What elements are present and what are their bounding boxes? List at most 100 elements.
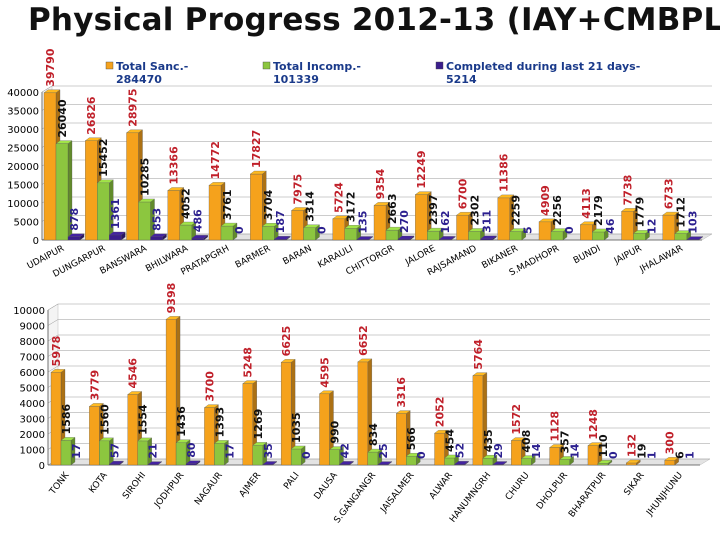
gridline-depth [47, 350, 59, 357]
category-label-s-gangangr: S.GANGANGR [333, 471, 379, 526]
data-label-total-incomp--dausa: 990 [328, 420, 341, 443]
category-label-churu: CHURU [504, 471, 532, 503]
bar-total-sanc--ajmer-top [242, 380, 258, 384]
data-label-total-incomp--pali: 1035 [290, 412, 303, 443]
bar-total-incomp--chittorgr [385, 229, 399, 241]
bar-total-sanc--kota-top [88, 403, 104, 407]
category-label-jaipur: JAIPUR [612, 244, 644, 267]
bar-completed-during-last-21-days-chittorgr-top [397, 235, 415, 240]
legend-swatch-incomplete [262, 61, 271, 70]
data-label-completed-during-last-21-days-udaipur: 878 [68, 208, 81, 231]
y-tick-label: 0 [33, 236, 39, 247]
category-label-kota: KOTA [87, 470, 110, 495]
category-label-jodhpur: JODHPUR [152, 471, 186, 511]
bar-total-incomp--jaipur-top [633, 230, 650, 234]
category-label-banswara: BANSWARA [99, 243, 150, 276]
data-label-completed-during-last-21-days-churu: 14 [530, 443, 543, 459]
data-label-total-incomp--rajsamand: 2302 [469, 195, 482, 226]
bar-total-sanc--jaipur [621, 211, 634, 241]
data-label-completed-during-last-21-days-dungarpur: 1361 [109, 198, 122, 229]
bar-total-incomp--alwar-top [444, 454, 459, 459]
bar-total-sanc--jaipur-top [621, 208, 638, 212]
bar-total-incomp--s-madhopr-top [550, 228, 568, 232]
data-label-total-sanc--s-gangangr: 6652 [357, 325, 370, 356]
category-label-barmer: BARMER [234, 244, 273, 271]
bar-total-sanc--hanumngrh-top [472, 372, 488, 376]
bar-total-sanc--jhunjhunu [664, 460, 675, 466]
bar-total-incomp--udaipur [55, 143, 69, 241]
bar-total-sanc--barmer-top [249, 170, 267, 175]
bar-total-sanc--baran [291, 210, 304, 241]
data-label-total-incomp--banswara: 10285 [139, 158, 152, 196]
bar-total-sanc--dholpur-top [549, 444, 565, 448]
y-tick-label: 8000 [20, 337, 45, 348]
data-label-total-sanc--jalore: 12249 [415, 150, 428, 188]
data-label-total-sanc--dausa: 4595 [318, 357, 331, 388]
bar-completed-during-last-21-days-banswara-top [150, 233, 167, 237]
bar-total-incomp--banswara [138, 201, 151, 241]
y-tick-label: 5000 [20, 384, 45, 395]
bar-total-sanc--pratapgrh-top [208, 182, 226, 186]
data-label-total-sanc--bharatpur: 1248 [587, 409, 600, 440]
data-label-completed-during-last-21-days-chittorgr: 270 [398, 210, 411, 233]
bar-total-sanc--s-madhopr [538, 221, 552, 241]
bar-completed-during-last-21-days-jalore-top [438, 236, 456, 240]
legend-value-sanctioned: 284470 [116, 73, 162, 86]
gridline-depth [47, 319, 59, 326]
data-label-completed-during-last-21-days-bharatpur: 0 [607, 451, 620, 459]
category-label-jalore: JALORE [403, 244, 437, 269]
bar-completed-during-last-21-days-rajsamand-top [480, 235, 497, 239]
bar-total-incomp--dholpur-top [559, 456, 575, 460]
data-label-total-incomp--chittorgr: 2663 [386, 194, 399, 225]
bar-total-incomp--tonk-top [60, 437, 76, 441]
bar-completed-during-last-21-days-bhilwara [191, 238, 204, 241]
data-label-total-sanc--bundi: 4113 [580, 188, 593, 219]
bar-total-sanc--rajsamand [456, 215, 469, 241]
bar-total-sanc--bundi-top [579, 221, 597, 225]
data-label-total-incomp--udaipur: 26040 [56, 99, 69, 138]
data-label-total-sanc--baran: 7975 [292, 174, 305, 205]
bar-total-sanc--pratapgrh [208, 185, 222, 241]
data-label-completed-during-last-21-days-bikaner: 5 [522, 226, 535, 234]
data-label-completed-during-last-21-days-jhunjhunu: 1 [684, 451, 697, 459]
bar-completed-during-last-21-days-sirohi-top [147, 461, 163, 465]
bar-total-sanc--alwar-top [434, 430, 449, 434]
bar-total-incomp--barmer [262, 226, 275, 241]
data-label-total-incomp--tonk: 1586 [60, 403, 73, 434]
gridline-depth [47, 334, 59, 342]
gridline-depth [41, 85, 53, 93]
category-label-sikar: SIKAR [623, 471, 647, 498]
bar-total-incomp--pali-top [290, 445, 306, 450]
bar-total-sanc--bikaner-top [497, 194, 515, 199]
bar-total-incomp--chittorgr-top [385, 226, 403, 231]
data-label-total-incomp--bikaner: 2259 [510, 195, 523, 226]
data-label-total-sanc--ajmer: 5248 [242, 347, 255, 378]
data-label-total-sanc--s-madhopr: 4909 [539, 185, 552, 216]
bar-total-sanc--chittorgr-top [373, 202, 391, 206]
bar-completed-during-last-21-days-udaipur-top [67, 233, 85, 237]
data-label-completed-during-last-21-days-s-madhopr: 0 [563, 226, 576, 234]
bar-total-sanc--sirohi-top [127, 391, 143, 395]
data-label-completed-during-last-21-days-alwar: 52 [454, 443, 467, 458]
bar-completed-during-last-21-days-kota-top [108, 460, 124, 465]
data-label-total-sanc--pratapgrh: 14772 [209, 141, 222, 179]
bar-total-incomp--ajmer-top [252, 442, 268, 446]
category-label-nagaur: NAGAUR [193, 471, 225, 508]
bar-total-sanc--jaisalmer-top [395, 410, 411, 414]
data-label-total-sanc--tonk: 5978 [50, 336, 63, 367]
bar-total-incomp--banswara-top [138, 198, 155, 203]
bar-completed-during-last-21-days-dungarpur [109, 234, 122, 241]
data-label-completed-during-last-21-days-baran: 0 [316, 226, 329, 234]
legend-value-completed: 5214 [446, 73, 477, 86]
bar-completed-during-last-21-days-hanumngrh-top [492, 461, 508, 465]
bar-completed-during-last-21-days-udaipur [67, 236, 81, 241]
bar-total-sanc--jhunjhunu-top [664, 457, 680, 461]
bar-total-sanc--chittorgr [373, 205, 387, 241]
bar-total-incomp--rajsamand [468, 231, 481, 241]
bar-total-incomp--nagaur-top [213, 440, 229, 444]
bar-total-incomp--dungarpur-top [96, 179, 114, 183]
y-tick-label: 25000 [7, 144, 39, 155]
bar-total-sanc--bharatpur-top [587, 442, 603, 446]
legend-label-incomplete: Total Incomp.- [273, 60, 361, 73]
